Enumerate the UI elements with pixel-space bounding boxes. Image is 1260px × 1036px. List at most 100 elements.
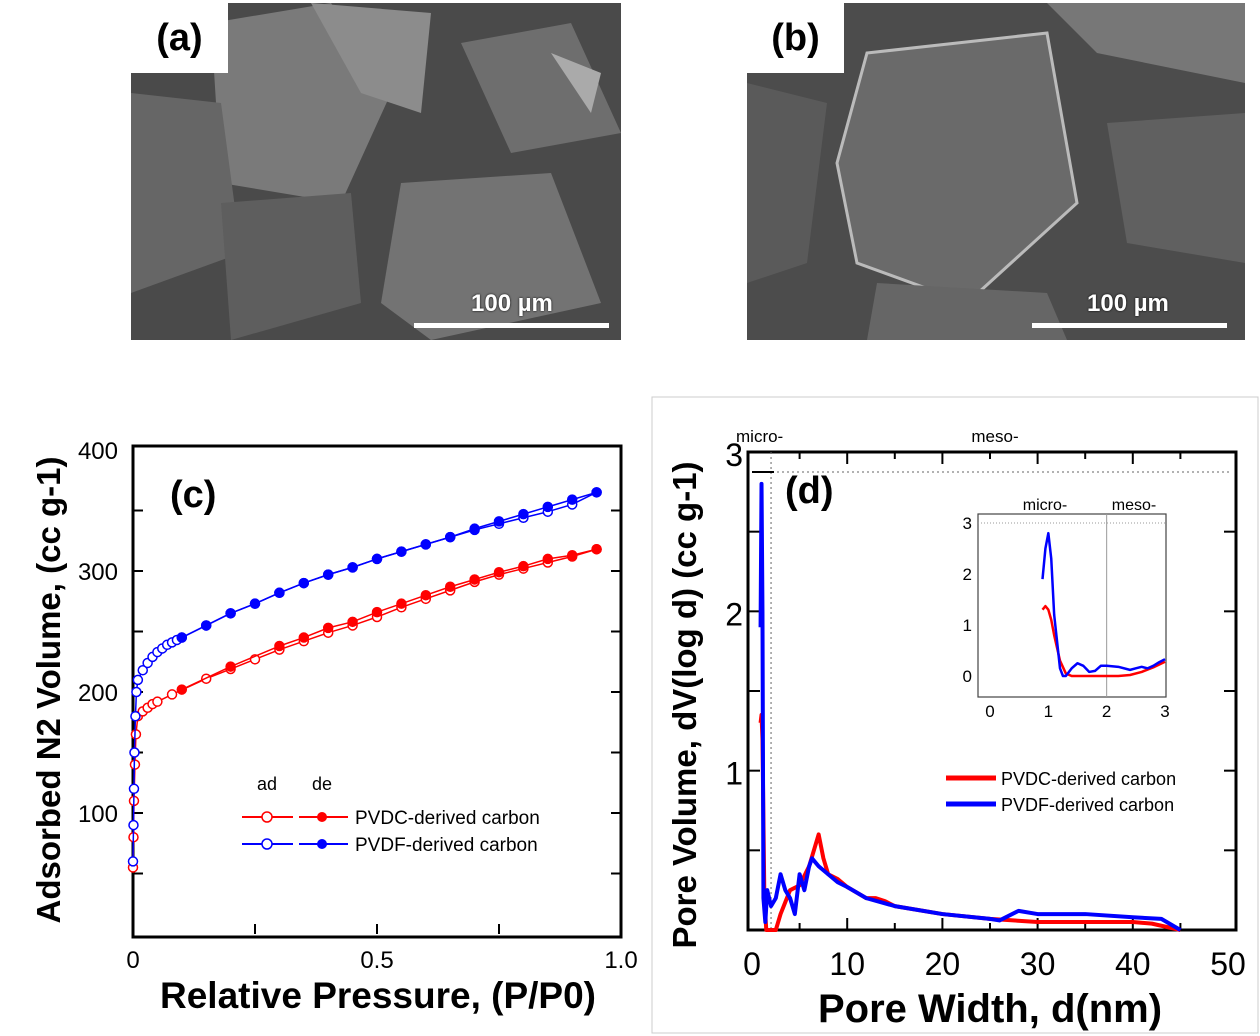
data-point [542, 501, 554, 513]
sem-image-a: (a) 100 µm [131, 3, 621, 340]
y-tick-label: 100 [78, 801, 118, 828]
data-point [249, 598, 261, 609]
x-tick-label: 1.0 [604, 947, 637, 974]
y-tick-label: 400 [78, 438, 118, 465]
data-point [132, 674, 144, 686]
data-point [444, 531, 456, 543]
plot-frame [746, 450, 1238, 932]
data-point [127, 856, 139, 867]
legend-marker-ad [261, 811, 273, 823]
data-point [176, 632, 188, 643]
region-label-micro: micro- [736, 427, 783, 446]
plot-frame [131, 444, 623, 939]
x-tick-label: 30 [1020, 946, 1056, 982]
sem-micrograph-a [131, 3, 621, 340]
inset-x-tick-label: 2 [1102, 702, 1111, 721]
data-point [200, 620, 212, 631]
data-point [566, 550, 578, 561]
sem-image-b: (b) 100 µm [747, 3, 1245, 340]
y-tick-label: 3 [725, 437, 743, 473]
panel-border [651, 396, 1259, 1034]
legend-marker-de [317, 812, 327, 822]
data-point [371, 553, 383, 565]
panel-label-a: (a) [131, 3, 228, 73]
y-tick-label: 200 [78, 680, 118, 707]
y-tick-label: 2 [725, 596, 743, 632]
data-point [518, 508, 529, 520]
x-axis-label: Pore Width, d(nm) [818, 987, 1162, 1031]
x-tick-label: 10 [829, 946, 865, 982]
legend-marker-de [317, 839, 327, 849]
inset-series-line [1041, 531, 1166, 678]
data-point [130, 710, 141, 722]
y-axis-label: Pore Volume, dV(log d) (cc g-1) [666, 461, 703, 948]
inset-frame [977, 513, 1167, 698]
data-point [347, 562, 358, 573]
x-axis-label: Relative Pressure, (P/P0) [160, 975, 596, 1016]
inset-y-tick-label: 1 [963, 616, 972, 635]
data-point [542, 553, 554, 565]
scale-bar-b [1032, 323, 1227, 328]
inset-series-line [1041, 604, 1166, 678]
inset-y-tick-label: 2 [963, 565, 972, 584]
data-point [274, 587, 285, 599]
data-point [322, 622, 334, 634]
data-point [298, 577, 310, 589]
legend-label: PVDC-derived carbon [355, 808, 540, 829]
inset-x-tick-label: 1 [1044, 702, 1053, 721]
legend-label: PVDF-derived carbon [355, 835, 538, 856]
series-line [181, 491, 597, 639]
y-tick-label: 300 [78, 559, 118, 586]
data-point [591, 487, 602, 498]
data-point [166, 689, 178, 700]
inset-y-tick-label: 0 [963, 667, 972, 686]
data-point [347, 616, 358, 628]
x-tick-label: 0 [743, 946, 761, 982]
scale-bar-label-b: 100 µm [1087, 290, 1169, 317]
data-point [322, 569, 334, 580]
data-point [518, 560, 529, 572]
data-point [469, 523, 480, 534]
data-point [128, 783, 140, 795]
y-axis-label: Adsorbed N2 Volume, (cc g-1) [30, 457, 67, 924]
data-point [128, 819, 139, 831]
legend-label: PVDC-derived carbon [1001, 769, 1176, 789]
x-tick-label: 0 [126, 947, 139, 974]
data-point [469, 574, 480, 585]
data-point [371, 606, 383, 618]
data-point [152, 696, 163, 707]
scale-bar-a [414, 323, 609, 328]
inset-y-tick-label: 3 [963, 514, 972, 533]
inset-region-meso: meso- [1112, 497, 1156, 514]
panel-label-d: (d) [785, 470, 834, 512]
data-point [298, 632, 310, 643]
isotherm-chart: 0 0.5 1.0 100 200 300 400 Relative Pressure, (P… [30, 438, 638, 1016]
data-point [129, 747, 140, 758]
region-label-meso: meso- [971, 427, 1018, 446]
data-point [130, 729, 142, 740]
data-point [396, 598, 407, 609]
data-point [176, 684, 188, 695]
panel-label-b: (b) [747, 3, 844, 73]
series-line [758, 712, 1181, 932]
inset-x-tick-label: 3 [1160, 702, 1169, 721]
inset-region-micro: micro- [1023, 497, 1067, 514]
series-line [132, 548, 597, 868]
y-tick-label: 1 [725, 756, 743, 792]
data-point [396, 546, 407, 557]
x-tick-label: 0.5 [360, 947, 393, 974]
legend-header-de: de [312, 774, 332, 794]
data-point [137, 664, 149, 676]
data-point [493, 566, 505, 578]
panel-label-c: (c) [170, 474, 216, 516]
legend-label: PVDF-derived carbon [1001, 795, 1174, 815]
data-point [566, 494, 578, 505]
legend-marker-ad [261, 838, 273, 850]
data-point [444, 581, 456, 592]
series-line [181, 548, 597, 691]
data-point [225, 661, 236, 672]
data-point [225, 608, 236, 619]
x-tick-label: 50 [1210, 946, 1246, 982]
data-point [420, 539, 432, 550]
legend-header-ad: ad [257, 774, 277, 794]
